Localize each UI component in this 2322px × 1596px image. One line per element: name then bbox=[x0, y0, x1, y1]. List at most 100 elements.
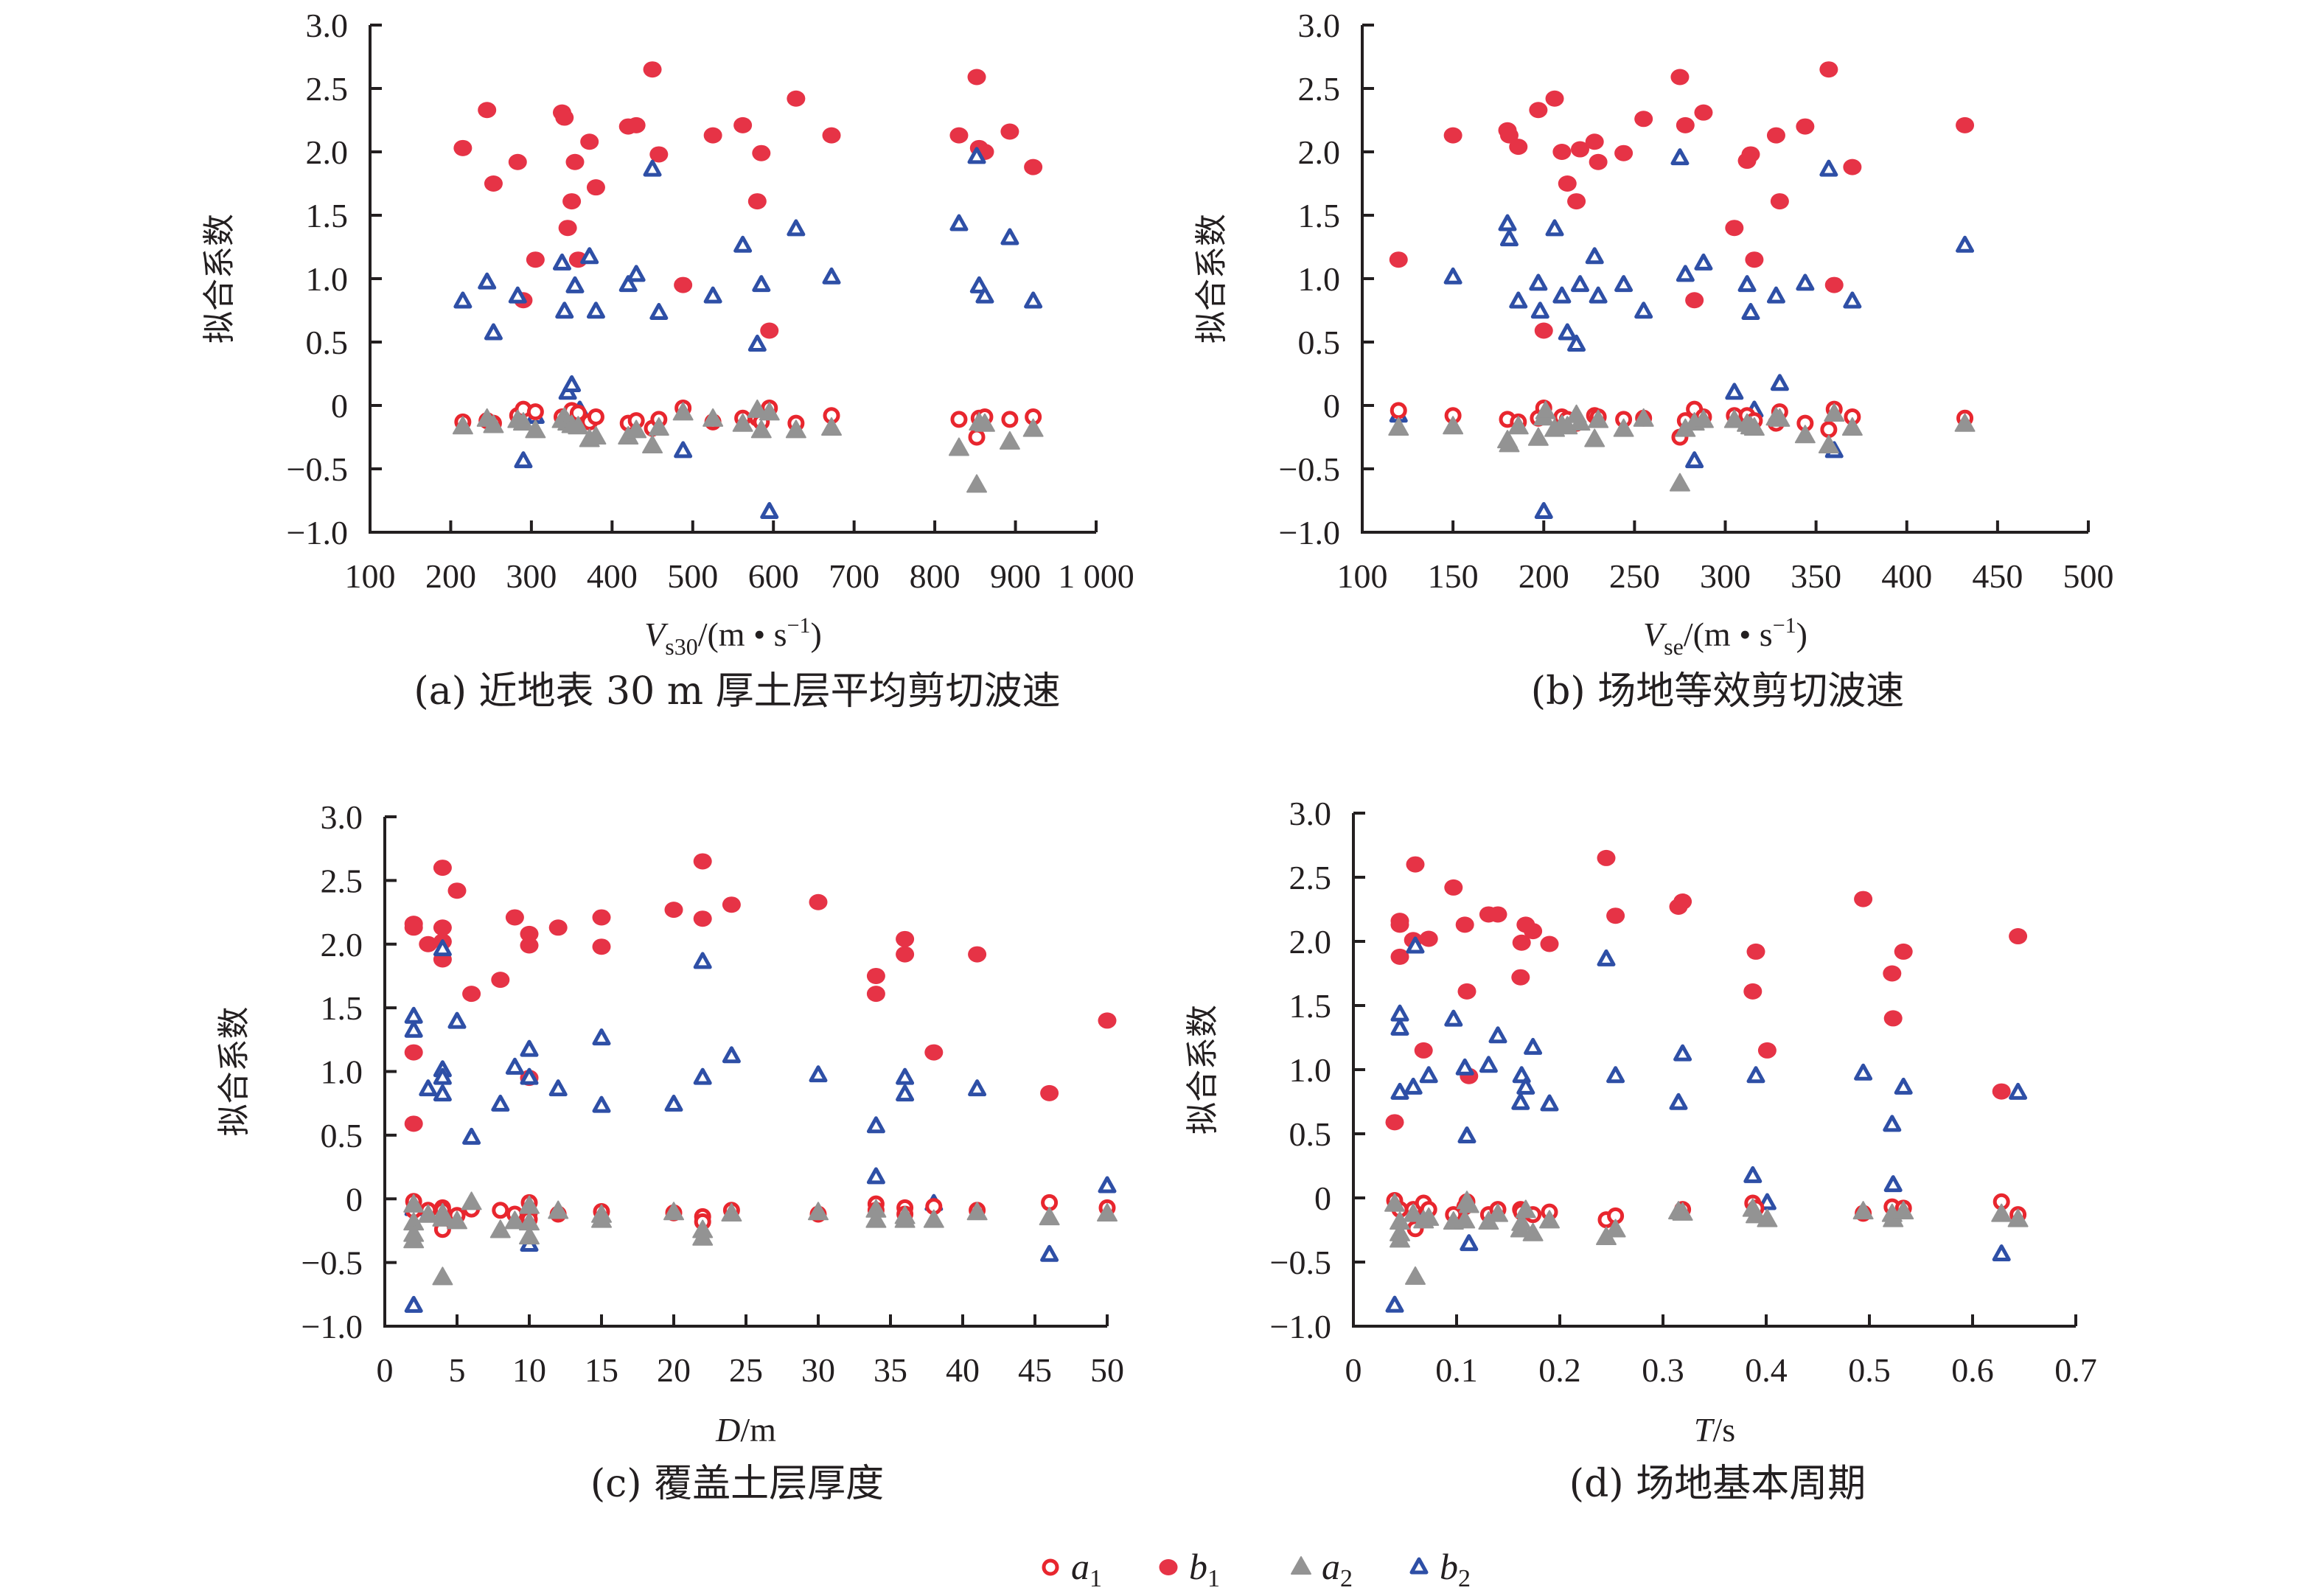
point-a2 bbox=[1535, 400, 1556, 419]
point-a2 bbox=[447, 1210, 467, 1230]
point-b1 bbox=[1390, 916, 1409, 933]
point-b2 bbox=[1404, 1077, 1423, 1095]
legend-marker-b1 bbox=[1159, 1559, 1178, 1575]
series-a2 bbox=[452, 399, 1044, 493]
panel-caption: (c) 覆盖土层厚度 bbox=[590, 1462, 884, 1506]
point-b1 bbox=[1534, 322, 1553, 339]
point-b1 bbox=[896, 930, 915, 947]
point-b1 bbox=[866, 967, 885, 984]
point-b1 bbox=[1024, 158, 1043, 175]
y-tick-label: 2.5 bbox=[1298, 70, 1341, 108]
x-tick-label: 0.4 bbox=[1745, 1351, 1788, 1389]
point-a2 bbox=[966, 1202, 988, 1221]
point-b1 bbox=[592, 938, 611, 955]
point-b1 bbox=[1414, 1042, 1433, 1059]
point-a2 bbox=[461, 1191, 482, 1210]
point-a1 bbox=[968, 428, 986, 446]
point-b2 bbox=[1741, 302, 1760, 320]
point-b1 bbox=[520, 937, 539, 954]
series-a2 bbox=[403, 1191, 1118, 1286]
point-a2 bbox=[732, 413, 753, 432]
point-b2 bbox=[1516, 1077, 1535, 1095]
x-tick-label: 900 bbox=[990, 557, 1041, 595]
y-tick-label: 0.5 bbox=[1298, 324, 1341, 361]
point-a2 bbox=[894, 1209, 916, 1228]
point-b2 bbox=[2009, 1082, 2028, 1100]
point-b2 bbox=[453, 291, 473, 309]
point-b2 bbox=[1498, 214, 1517, 231]
point-b2 bbox=[1597, 949, 1616, 966]
x-tick-label: 200 bbox=[1519, 557, 1569, 595]
point-a2 bbox=[452, 416, 473, 435]
point-b2 bbox=[866, 1116, 885, 1134]
point-b1 bbox=[1894, 943, 1913, 960]
y-axis-label: 拟合系数 bbox=[201, 214, 238, 344]
point-a2 bbox=[1723, 409, 1745, 428]
point-b1 bbox=[1443, 127, 1462, 144]
point-b1 bbox=[1992, 1083, 2011, 1100]
point-a2 bbox=[974, 413, 995, 432]
point-b2 bbox=[592, 1095, 611, 1113]
point-a2 bbox=[568, 416, 589, 435]
point-b1 bbox=[643, 61, 662, 78]
legend-label: b1 bbox=[1189, 1546, 1220, 1592]
point-b1 bbox=[809, 893, 828, 910]
point-b2 bbox=[693, 1067, 712, 1085]
point-b2 bbox=[1511, 1093, 1530, 1110]
point-a2 bbox=[648, 417, 669, 436]
point-b2 bbox=[508, 286, 527, 304]
x-axis-label: Vse/(m • s−1) bbox=[1643, 613, 1807, 660]
point-b1 bbox=[1883, 1010, 1903, 1027]
point-b2 bbox=[787, 219, 806, 237]
point-a1 bbox=[1390, 402, 1407, 419]
point-b1 bbox=[404, 1115, 423, 1132]
point-b2 bbox=[1529, 273, 1548, 291]
point-b2 bbox=[1524, 1037, 1543, 1055]
point-b1 bbox=[822, 127, 841, 144]
point-a2 bbox=[1841, 417, 1863, 436]
point-b1 bbox=[526, 251, 545, 268]
y-axis-label: 拟合系数 bbox=[1193, 214, 1230, 344]
y-tick-label: −0.5 bbox=[301, 1244, 363, 1282]
point-b2 bbox=[1770, 374, 1789, 391]
y-axis-label: 拟合系数 bbox=[1184, 1005, 1221, 1135]
y-tick-label: 3.0 bbox=[1298, 7, 1341, 44]
point-b2 bbox=[404, 1295, 423, 1313]
point-b1 bbox=[555, 109, 574, 126]
x-tick-label: 0.2 bbox=[1538, 1351, 1581, 1389]
x-tick-label: 0 bbox=[1345, 1351, 1362, 1389]
point-a2 bbox=[1511, 1212, 1533, 1231]
point-b1 bbox=[1883, 965, 1902, 982]
point-a2 bbox=[483, 414, 504, 433]
point-b2 bbox=[733, 235, 753, 253]
x-tick-label: 400 bbox=[1881, 557, 1932, 595]
series-a2 bbox=[1384, 1191, 2029, 1285]
point-b2 bbox=[1534, 501, 1553, 519]
point-b1 bbox=[1956, 116, 1975, 133]
point-b1 bbox=[1746, 943, 1765, 960]
point-a2 bbox=[948, 437, 969, 456]
point-a2 bbox=[1991, 1203, 2012, 1222]
point-b1 bbox=[1796, 118, 1815, 135]
y-tick-label: 2.5 bbox=[1289, 859, 1332, 896]
point-b2 bbox=[1390, 1018, 1409, 1036]
point-b2 bbox=[975, 286, 994, 304]
point-b1 bbox=[1567, 193, 1586, 210]
point-b2 bbox=[722, 1046, 741, 1064]
point-b2 bbox=[1746, 1066, 1765, 1084]
point-b1 bbox=[722, 896, 741, 913]
point-b2 bbox=[433, 1067, 452, 1085]
point-b1 bbox=[1000, 123, 1019, 140]
point-a2 bbox=[403, 1230, 425, 1249]
point-b2 bbox=[433, 1084, 452, 1102]
point-b1 bbox=[1406, 856, 1425, 873]
point-a2 bbox=[1022, 418, 1044, 437]
point-a2 bbox=[1605, 1219, 1626, 1238]
point-b1 bbox=[1098, 1012, 1117, 1029]
legend: a1 b1 a2 b2 bbox=[1042, 1546, 1471, 1592]
point-a2 bbox=[432, 1202, 453, 1222]
y-axis-label: 拟合系数 bbox=[215, 1007, 253, 1137]
point-b1 bbox=[1444, 879, 1463, 896]
point-b1 bbox=[404, 1044, 423, 1061]
point-b2 bbox=[1540, 1094, 1559, 1112]
